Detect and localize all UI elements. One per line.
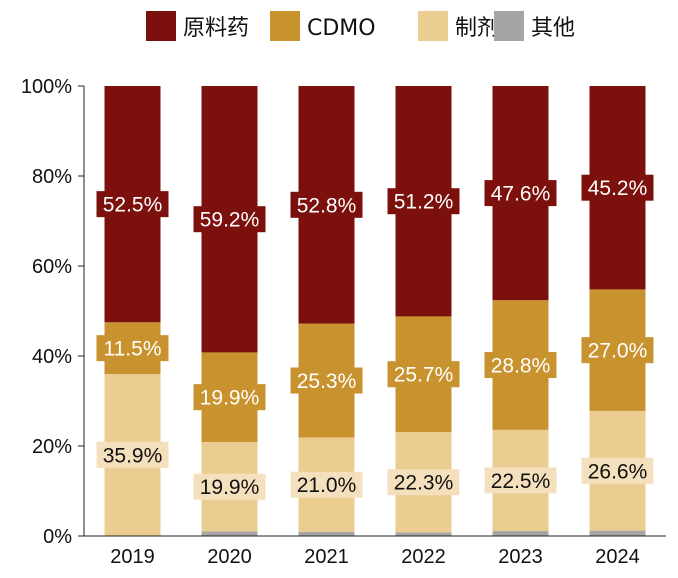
x-tick-label: 2021 <box>304 546 349 568</box>
data-label-bg <box>290 191 363 218</box>
legend-label-1: CDMO <box>307 16 376 41</box>
y-tick-label: 100% <box>21 76 72 98</box>
data-label-bg <box>387 469 460 496</box>
data-label-bg <box>290 367 363 394</box>
data-label: 52.8% <box>297 194 357 217</box>
data-label-bg <box>290 471 363 498</box>
x-tick-label: 2019 <box>110 546 155 568</box>
legend-swatch-1 <box>270 11 300 41</box>
data-label: 22.3% <box>394 472 454 495</box>
bar-segment <box>589 530 646 536</box>
bar-segment <box>298 531 355 536</box>
y-tick-label: 0% <box>43 526 72 548</box>
legend-swatch-0 <box>146 11 176 41</box>
y-tick-label: 40% <box>32 346 72 368</box>
data-label: 25.7% <box>394 364 454 387</box>
x-axis: 2019 2020 2021 2022 2023 2024 <box>84 535 666 568</box>
data-label: 19.9% <box>200 476 260 499</box>
data-label-bg <box>484 467 557 494</box>
legend: 原料药 CDMO 制剂 其他 <box>146 11 575 41</box>
data-label-bg <box>581 174 654 201</box>
data-label-bg <box>387 188 460 215</box>
data-label-bg <box>96 191 169 218</box>
data-label: 26.6% <box>588 460 648 483</box>
bar-segment <box>395 532 452 536</box>
data-label: 47.6% <box>491 183 551 206</box>
legend-label-0: 原料药 <box>183 16 249 41</box>
data-label: 27.0% <box>588 340 648 363</box>
data-label-bg <box>387 361 460 388</box>
data-label-bg <box>96 335 169 362</box>
data-label-bg <box>581 337 654 364</box>
data-label: 19.9% <box>200 387 260 410</box>
x-tick-label: 2024 <box>595 546 640 568</box>
data-label: 51.2% <box>394 191 454 214</box>
legend-swatch-2 <box>418 11 448 41</box>
data-label: 35.9% <box>103 444 163 467</box>
data-label-bg <box>193 473 266 500</box>
legend-label-2: 制剂 <box>455 16 499 41</box>
x-tick-label: 2020 <box>207 546 252 568</box>
x-tick-label: 2022 <box>401 546 446 568</box>
data-label: 45.2% <box>588 177 648 200</box>
data-label-bg <box>193 384 266 411</box>
legend-swatch-3 <box>494 11 524 41</box>
data-label: 11.5% <box>104 338 162 361</box>
y-axis: 0% 20% 40% 60% 80% 100% <box>21 76 85 548</box>
y-tick-label: 60% <box>32 256 72 278</box>
y-tick-label: 20% <box>32 436 72 458</box>
x-tick-label: 2023 <box>498 546 543 568</box>
data-label: 21.0% <box>297 474 357 497</box>
data-label-bg <box>96 441 169 468</box>
data-label: 22.5% <box>491 470 551 493</box>
bars: 35.9% 11.5% 52.5% 19.9% 19.9% 59.2% 21.0% 25.3%… <box>96 86 654 536</box>
legend-label-3: 其他 <box>531 16 575 41</box>
data-label-bg <box>193 206 266 233</box>
data-label-bg <box>581 457 654 484</box>
data-label: 25.3% <box>297 370 357 393</box>
data-label: 28.8% <box>491 355 551 378</box>
data-label-bg <box>484 180 557 207</box>
data-label-bg <box>484 352 557 378</box>
bar-segment <box>201 531 258 536</box>
bar-segment <box>492 531 549 536</box>
y-tick-label: 80% <box>32 166 72 188</box>
data-label: 52.5% <box>103 194 163 217</box>
data-label: 59.2% <box>200 209 260 232</box>
